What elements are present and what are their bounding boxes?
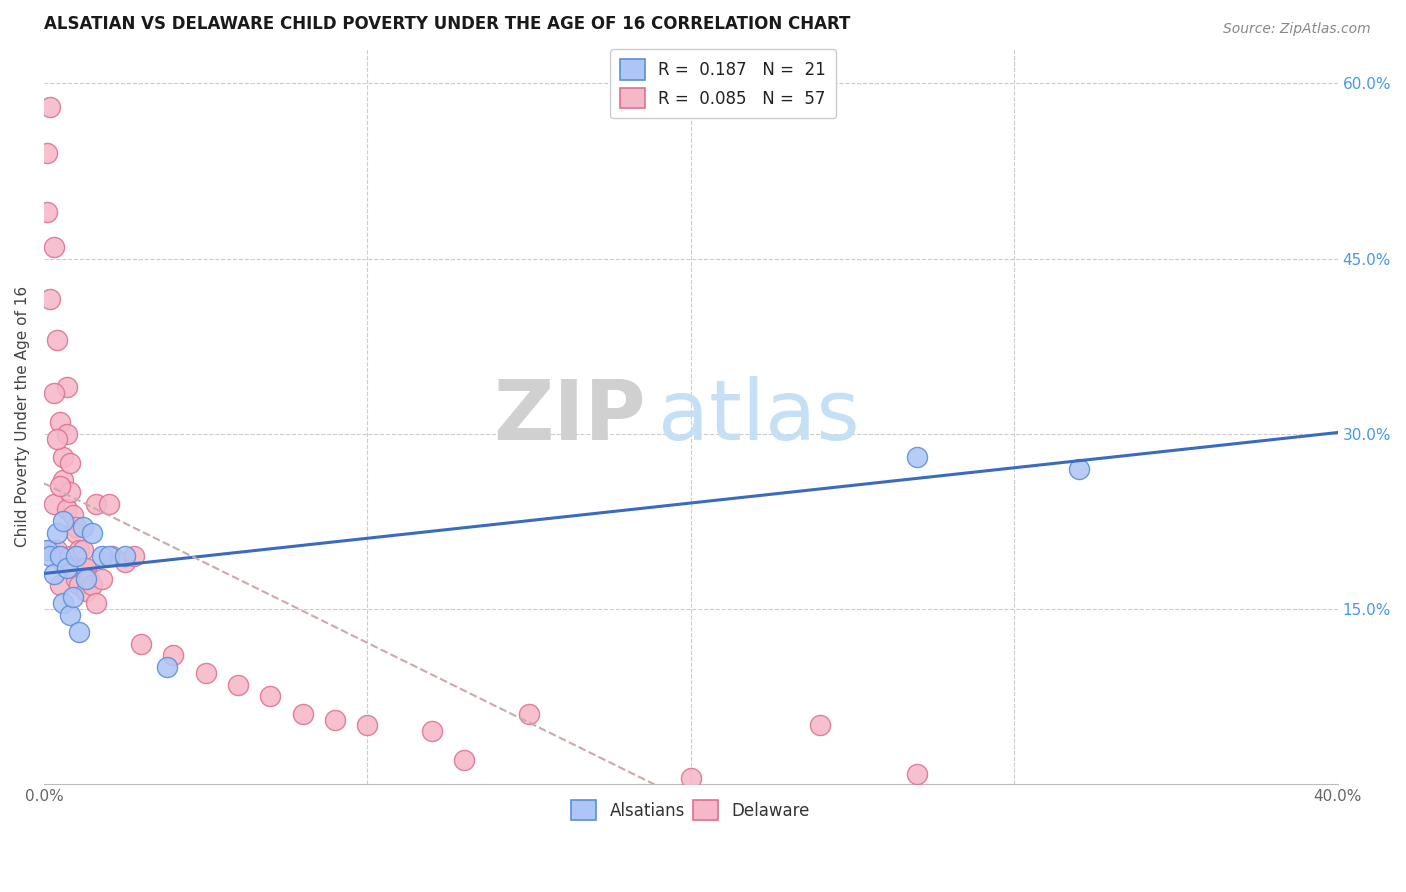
Point — [39, 293, 62, 307]
Point — [69, 578, 91, 592]
Point — [55, 426, 77, 441]
Point — [75, 561, 97, 575]
Point — [905, 450, 928, 464]
Point — [45, 525, 67, 540]
Point — [52, 514, 75, 528]
Point — [82, 525, 104, 540]
Point — [52, 450, 75, 464]
Point — [84, 497, 107, 511]
Point — [226, 677, 249, 691]
Point — [42, 240, 65, 254]
Point — [420, 724, 443, 739]
Point — [82, 578, 104, 592]
Point — [75, 584, 97, 599]
Point — [114, 555, 136, 569]
Point — [59, 456, 82, 470]
Point — [42, 385, 65, 400]
Text: ZIP: ZIP — [494, 376, 645, 457]
Point — [124, 549, 146, 563]
Text: Source: ZipAtlas.com: Source: ZipAtlas.com — [1223, 22, 1371, 37]
Point — [49, 415, 72, 429]
Point — [39, 549, 62, 563]
Point — [91, 573, 114, 587]
Point — [1067, 461, 1090, 475]
Point — [77, 573, 100, 587]
Point — [55, 502, 77, 516]
Point — [69, 543, 91, 558]
Point — [905, 767, 928, 781]
Y-axis label: Child Poverty Under the Age of 16: Child Poverty Under the Age of 16 — [15, 285, 30, 547]
Point — [72, 520, 94, 534]
Point — [49, 479, 72, 493]
Point — [162, 648, 184, 663]
Point — [97, 549, 120, 563]
Point — [65, 520, 87, 534]
Point — [679, 771, 702, 785]
Point — [65, 549, 87, 563]
Text: ALSATIAN VS DELAWARE CHILD POVERTY UNDER THE AGE OF 16 CORRELATION CHART: ALSATIAN VS DELAWARE CHILD POVERTY UNDER… — [44, 15, 851, 33]
Point — [129, 637, 152, 651]
Point — [45, 333, 67, 347]
Point — [37, 204, 59, 219]
Point — [62, 590, 84, 604]
Point — [52, 596, 75, 610]
Point — [72, 561, 94, 575]
Point — [69, 625, 91, 640]
Point — [49, 549, 72, 563]
Point — [65, 573, 87, 587]
Point — [59, 549, 82, 563]
Point — [72, 543, 94, 558]
Point — [75, 573, 97, 587]
Point — [62, 508, 84, 523]
Point — [52, 473, 75, 487]
Point — [97, 497, 120, 511]
Legend: Alsatians, Delaware: Alsatians, Delaware — [565, 793, 817, 827]
Point — [194, 665, 217, 680]
Point — [39, 100, 62, 114]
Point — [84, 596, 107, 610]
Point — [45, 433, 67, 447]
Point — [517, 706, 540, 721]
Point — [59, 607, 82, 622]
Point — [62, 561, 84, 575]
Point — [45, 543, 67, 558]
Point — [101, 549, 124, 563]
Point — [156, 660, 179, 674]
Point — [49, 578, 72, 592]
Point — [356, 718, 378, 732]
Point — [808, 718, 831, 732]
Point — [453, 753, 475, 767]
Text: atlas: atlas — [658, 376, 860, 457]
Point — [91, 549, 114, 563]
Point — [55, 380, 77, 394]
Point — [52, 555, 75, 569]
Point — [39, 543, 62, 558]
Point — [323, 713, 346, 727]
Point — [37, 146, 59, 161]
Point — [59, 485, 82, 500]
Point — [65, 525, 87, 540]
Point — [37, 543, 59, 558]
Point — [42, 566, 65, 581]
Point — [259, 689, 281, 703]
Point — [291, 706, 314, 721]
Point — [55, 561, 77, 575]
Point — [42, 497, 65, 511]
Point — [114, 549, 136, 563]
